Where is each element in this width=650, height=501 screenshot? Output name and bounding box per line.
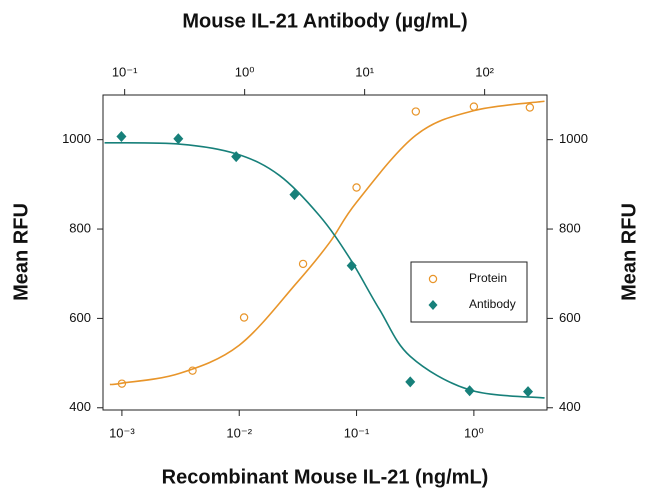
legend-label: Antibody <box>469 297 516 311</box>
data-point <box>117 379 127 388</box>
data-point <box>173 133 184 145</box>
x-tick-label: 10⁰ <box>464 425 484 440</box>
data-point <box>411 107 421 116</box>
y-axis-title: Mean RFU <box>10 203 32 301</box>
data-point <box>469 102 479 111</box>
data-point <box>352 183 361 192</box>
top-axis-title: Mouse IL-21 Antibody (µg/mL) <box>182 10 467 32</box>
data-point <box>116 131 127 143</box>
y-tick-label: 800 <box>69 220 91 235</box>
x-axis-title: Recombinant Mouse IL-21 (ng/mL) <box>162 466 489 488</box>
data-point <box>298 259 308 269</box>
y2-tick-label: 600 <box>559 310 581 325</box>
x-tick-label: 10⁻² <box>226 425 252 440</box>
data-point <box>239 313 249 322</box>
data-point <box>525 103 535 112</box>
legend-box <box>410 261 528 323</box>
data-point <box>231 151 242 163</box>
fit-curve <box>104 142 545 399</box>
data-point <box>405 376 416 388</box>
x-tick-label: 10⁻³ <box>109 425 135 440</box>
legend-marker <box>428 300 438 310</box>
legend-marker <box>428 274 438 284</box>
x2-tick-label: 10¹ <box>355 64 374 79</box>
plot-frame <box>102 94 548 411</box>
data-point <box>523 386 534 398</box>
y2-axis-title: Mean RFU <box>618 203 640 301</box>
legend-label: Protein <box>469 271 507 285</box>
y2-tick-label: 400 <box>559 399 581 414</box>
y-tick-label: 1000 <box>62 131 91 146</box>
y-tick-label: 600 <box>69 310 91 325</box>
fit-curve <box>109 100 545 386</box>
x-tick-label: 10⁻¹ <box>344 425 370 440</box>
x2-tick-label: 10⁻¹ <box>112 64 138 79</box>
data-point <box>346 260 357 272</box>
data-point <box>289 189 300 201</box>
data-point <box>464 385 475 397</box>
y2-tick-label: 1000 <box>559 131 588 146</box>
y2-tick-label: 800 <box>559 220 581 235</box>
y-tick-label: 400 <box>69 399 91 414</box>
x2-tick-label: 10⁰ <box>235 64 255 79</box>
data-point <box>188 366 197 375</box>
x2-tick-label: 10² <box>475 64 494 79</box>
